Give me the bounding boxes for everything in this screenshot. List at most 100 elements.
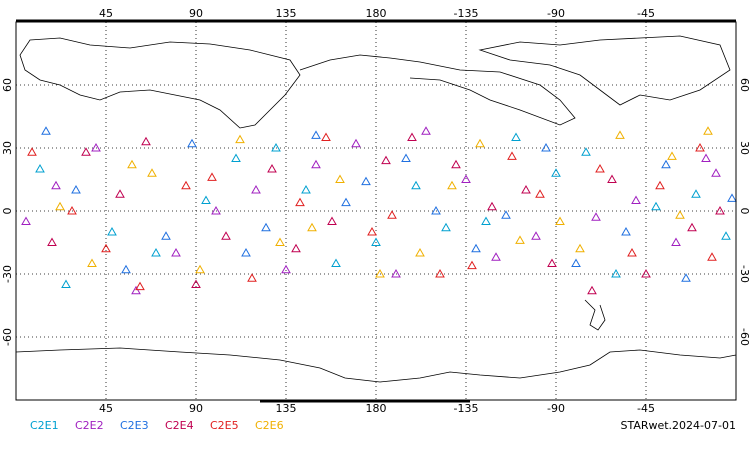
triangle-marker [615,130,625,139]
legend-entry: C2E1 [30,419,59,432]
triangle-marker [421,126,431,135]
triangle-marker [381,155,391,165]
triangle-marker [727,193,737,202]
triangle-marker [235,134,245,144]
triangle-marker [401,153,411,162]
triangle-marker [195,264,205,274]
y-tick-label-left: 0 [1,208,14,215]
y-tick-label-right: -60 [738,328,750,346]
triangle-marker [407,132,417,141]
triangle-marker [367,226,377,236]
triangle-marker [267,163,277,173]
legend-entry: C2E6 [255,419,284,432]
south-america-tip [584,299,606,331]
x-tick-label-top: -90 [547,7,565,20]
x-tick-label-bottom: 45 [99,402,113,415]
triangle-marker [115,189,125,198]
triangle-marker [431,205,441,215]
triangle-marker [627,247,637,257]
triangle-marker [35,163,45,173]
y-tick-label-left: 30 [1,141,14,155]
triangle-marker [531,231,541,240]
triangle-marker [471,243,481,253]
legend-entry: C2E3 [120,419,149,432]
triangle-marker [87,258,97,267]
triangle-marker [231,153,241,162]
triangle-marker [361,176,371,186]
triangle-marker [535,189,545,198]
triangle-marker [161,231,171,240]
triangle-marker [655,180,665,190]
triangle-marker [275,237,285,246]
triangle-marker [327,216,337,225]
arctic-canada [478,35,731,106]
footer: STARwet.2024-07-01 [620,419,736,432]
triangle-marker [307,222,317,232]
x-tick-label-top: -45 [637,7,655,20]
x-tick-label-top: 180 [366,7,387,20]
triangle-marker [707,252,717,261]
triangle-marker [711,168,721,177]
triangle-marker [247,273,257,282]
triangle-marker [687,222,697,232]
y-tick-label-right: 30 [738,141,750,155]
triangle-marker [651,201,661,211]
triangle-marker [51,180,61,190]
x-tick-label-bottom: 135 [276,402,297,415]
triangle-marker [691,189,701,198]
triangle-marker [467,260,477,270]
triangle-marker [41,126,51,135]
triangle-marker [27,147,37,156]
triangle-marker [461,174,471,183]
triangle-marker [251,184,261,194]
triangle-marker [147,168,157,177]
triangle-marker [511,132,521,141]
x-tick-label-top: 45 [99,7,113,20]
grid [16,22,736,400]
triangle-marker [641,268,651,278]
triangle-marker [675,210,685,219]
triangle-marker [371,237,381,246]
triangle-marker [321,132,331,141]
triangle-marker [375,268,385,278]
triangle-marker [611,268,621,278]
triangle-marker [311,130,321,139]
triangle-marker [351,138,361,148]
y-tick-label-right: -30 [738,265,750,283]
triangle-marker [171,247,181,257]
x-tick-label-top: -135 [454,7,479,20]
triangle-marker [141,136,151,146]
triangle-marker [475,138,485,148]
north-america [299,54,576,126]
triangle-marker [221,231,231,240]
triangle-marker [701,153,711,162]
triangle-marker [187,138,197,148]
triangle-marker [107,226,117,236]
x-tick-label-bottom: 90 [189,402,203,415]
triangle-marker [661,159,671,169]
triangle-marker [311,159,321,169]
legend-entry: C2E5 [210,419,239,432]
triangle-marker [715,205,725,215]
triangle-marker [621,226,631,236]
triangle-marker [415,247,425,257]
triangle-marker [61,279,71,288]
triangle-marker [55,201,65,211]
y-tick-label-left: -30 [1,265,14,283]
triangle-marker [581,147,591,156]
triangle-marker [547,258,557,267]
triangle-marker [71,184,81,194]
triangle-marker [151,247,161,257]
triangle-marker [201,195,211,204]
x-tick-label-bottom: -45 [637,402,655,415]
triangle-marker [341,197,351,207]
triangle-marker [101,243,111,253]
eurasia [19,37,301,129]
triangle-marker [91,142,101,152]
triangle-marker [571,258,581,267]
legend-entry: C2E4 [165,419,194,432]
triangle-marker [451,159,461,169]
triangle-marker [131,285,141,295]
triangle-marker [135,281,145,291]
